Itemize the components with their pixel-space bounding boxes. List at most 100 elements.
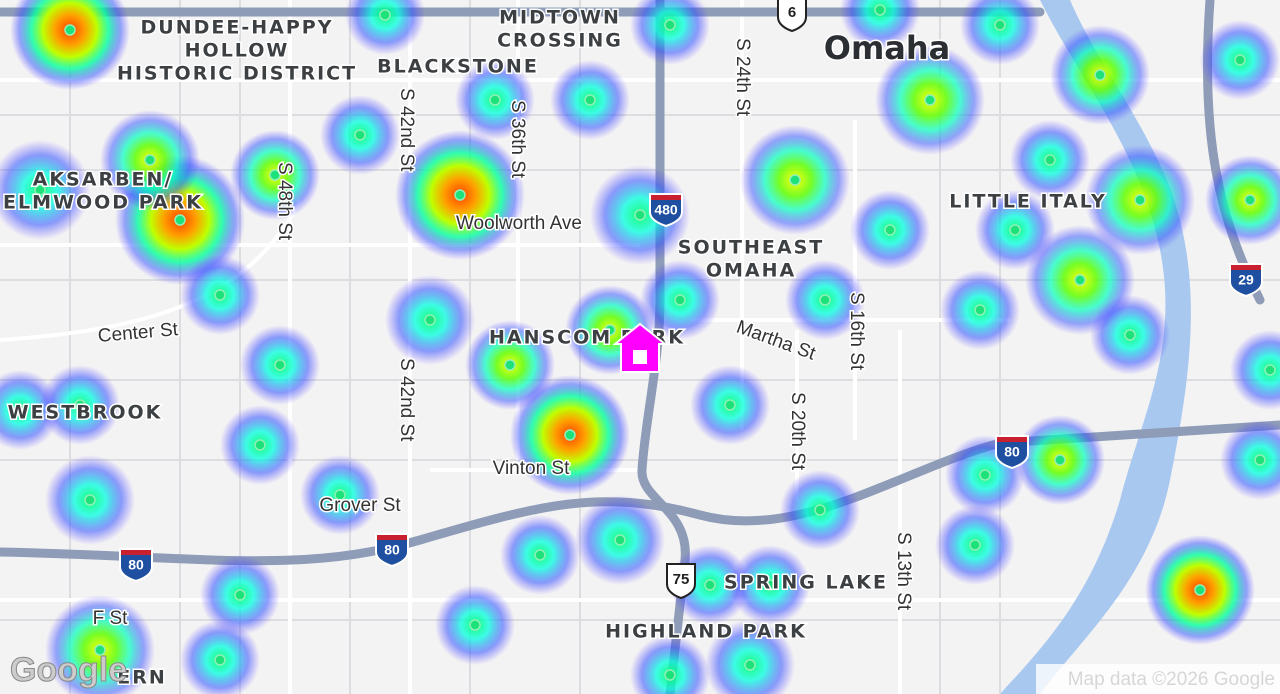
heat-point <box>1264 364 1276 376</box>
heat-point <box>1194 584 1206 596</box>
interstate-shield <box>1229 263 1263 298</box>
heat-point <box>744 659 756 671</box>
area-label: DUNDEE-HAPPY <box>141 17 334 39</box>
interstate-shield <box>375 533 409 568</box>
heat-point <box>874 4 886 16</box>
heat-point <box>214 654 226 666</box>
us-shield <box>666 563 696 600</box>
heat-point <box>94 644 106 656</box>
heat-point <box>1094 69 1106 81</box>
us-shield <box>777 0 807 33</box>
street-label: S 20th St <box>787 392 808 471</box>
interstate-band <box>1231 265 1261 270</box>
interstate-band <box>121 550 151 555</box>
shield-label: 29 <box>1238 272 1254 288</box>
heat-blob <box>1220 420 1280 500</box>
attribution-bg <box>1036 664 1280 694</box>
heat-point <box>969 539 981 551</box>
street-label: Grover St <box>319 495 401 516</box>
heat-point <box>214 289 226 301</box>
heat-point <box>269 169 281 181</box>
heat-point <box>1254 454 1266 466</box>
street-label: S 13th St <box>893 532 914 611</box>
street-label: S 36th St <box>507 100 528 179</box>
heat-point <box>789 174 801 186</box>
heat-point <box>814 504 826 516</box>
interstate-band <box>377 535 407 540</box>
heat-point <box>634 209 646 221</box>
area-label: ERN <box>117 667 167 689</box>
heat-point <box>1124 329 1136 341</box>
shield-label: 80 <box>384 542 400 558</box>
heat-point <box>504 359 516 371</box>
heat-point <box>674 294 686 306</box>
heat-point <box>584 94 596 106</box>
heat-blob <box>630 635 710 694</box>
heat-blob <box>345 0 425 55</box>
area-label: BLACKSTONE <box>377 56 539 78</box>
heat-blob <box>705 620 795 694</box>
interstate-band <box>651 195 681 200</box>
street-label: Woolworth Ave <box>456 213 582 234</box>
heat-point <box>994 19 1006 31</box>
area-label: AKSARBEN/ <box>33 169 174 191</box>
area-label: MIDTOWN <box>499 7 621 29</box>
heat-blob <box>10 0 130 90</box>
heat-point <box>664 19 676 31</box>
heat-point <box>354 129 366 141</box>
area-label: HIGHLAND PARK <box>605 621 807 643</box>
heat-point <box>704 579 716 591</box>
heat-point <box>664 669 676 681</box>
city-label: Omaha <box>824 29 951 67</box>
street-label: F St <box>93 608 129 629</box>
heat-point <box>564 429 576 441</box>
heat-point <box>1009 224 1021 236</box>
heat-point <box>379 9 391 21</box>
shield-label: 480 <box>654 202 678 218</box>
heat-blob <box>960 0 1040 65</box>
heat-point <box>469 619 481 631</box>
heat-point <box>604 324 616 336</box>
heat-point <box>74 399 86 411</box>
heat-point <box>489 94 501 106</box>
heat-point <box>274 359 286 371</box>
google-logo: Google <box>10 651 127 689</box>
heat-point <box>924 94 936 106</box>
heat-point <box>34 184 46 196</box>
interstate-shield <box>119 548 153 583</box>
street-label: Vinton St <box>493 458 570 479</box>
street-label: S 48th St <box>274 162 295 241</box>
street-label: S 24th St <box>732 38 753 117</box>
heat-blob <box>630 0 710 65</box>
shield-label: 6 <box>788 4 796 21</box>
heat-point <box>334 489 346 501</box>
heat-point <box>979 469 991 481</box>
heat-point <box>614 534 626 546</box>
heat-point <box>174 214 186 226</box>
shield-label: 80 <box>128 557 144 573</box>
heat-point <box>254 439 266 451</box>
heat-point <box>454 189 466 201</box>
heat-point <box>14 404 26 416</box>
interstate-shield <box>995 435 1029 470</box>
heat-blob <box>1230 330 1280 410</box>
heat-point <box>1244 194 1256 206</box>
area-label: HISTORIC DISTRICT <box>117 63 357 85</box>
heat-point <box>144 154 156 166</box>
heat-point <box>1234 54 1246 66</box>
heat-point <box>724 399 736 411</box>
area-label: OMAHA <box>706 260 796 282</box>
heat-blob <box>840 0 920 50</box>
area-label: LITTLE ITALY <box>949 191 1106 213</box>
heat-point <box>1054 454 1066 466</box>
heat-point <box>1074 274 1086 286</box>
heat-point <box>534 549 546 561</box>
home-marker[interactable] <box>612 322 668 373</box>
heat-point <box>819 294 831 306</box>
area-label: ELMWOOD PARK <box>3 192 203 214</box>
heat-point <box>234 589 246 601</box>
heat-blob <box>1205 155 1280 245</box>
